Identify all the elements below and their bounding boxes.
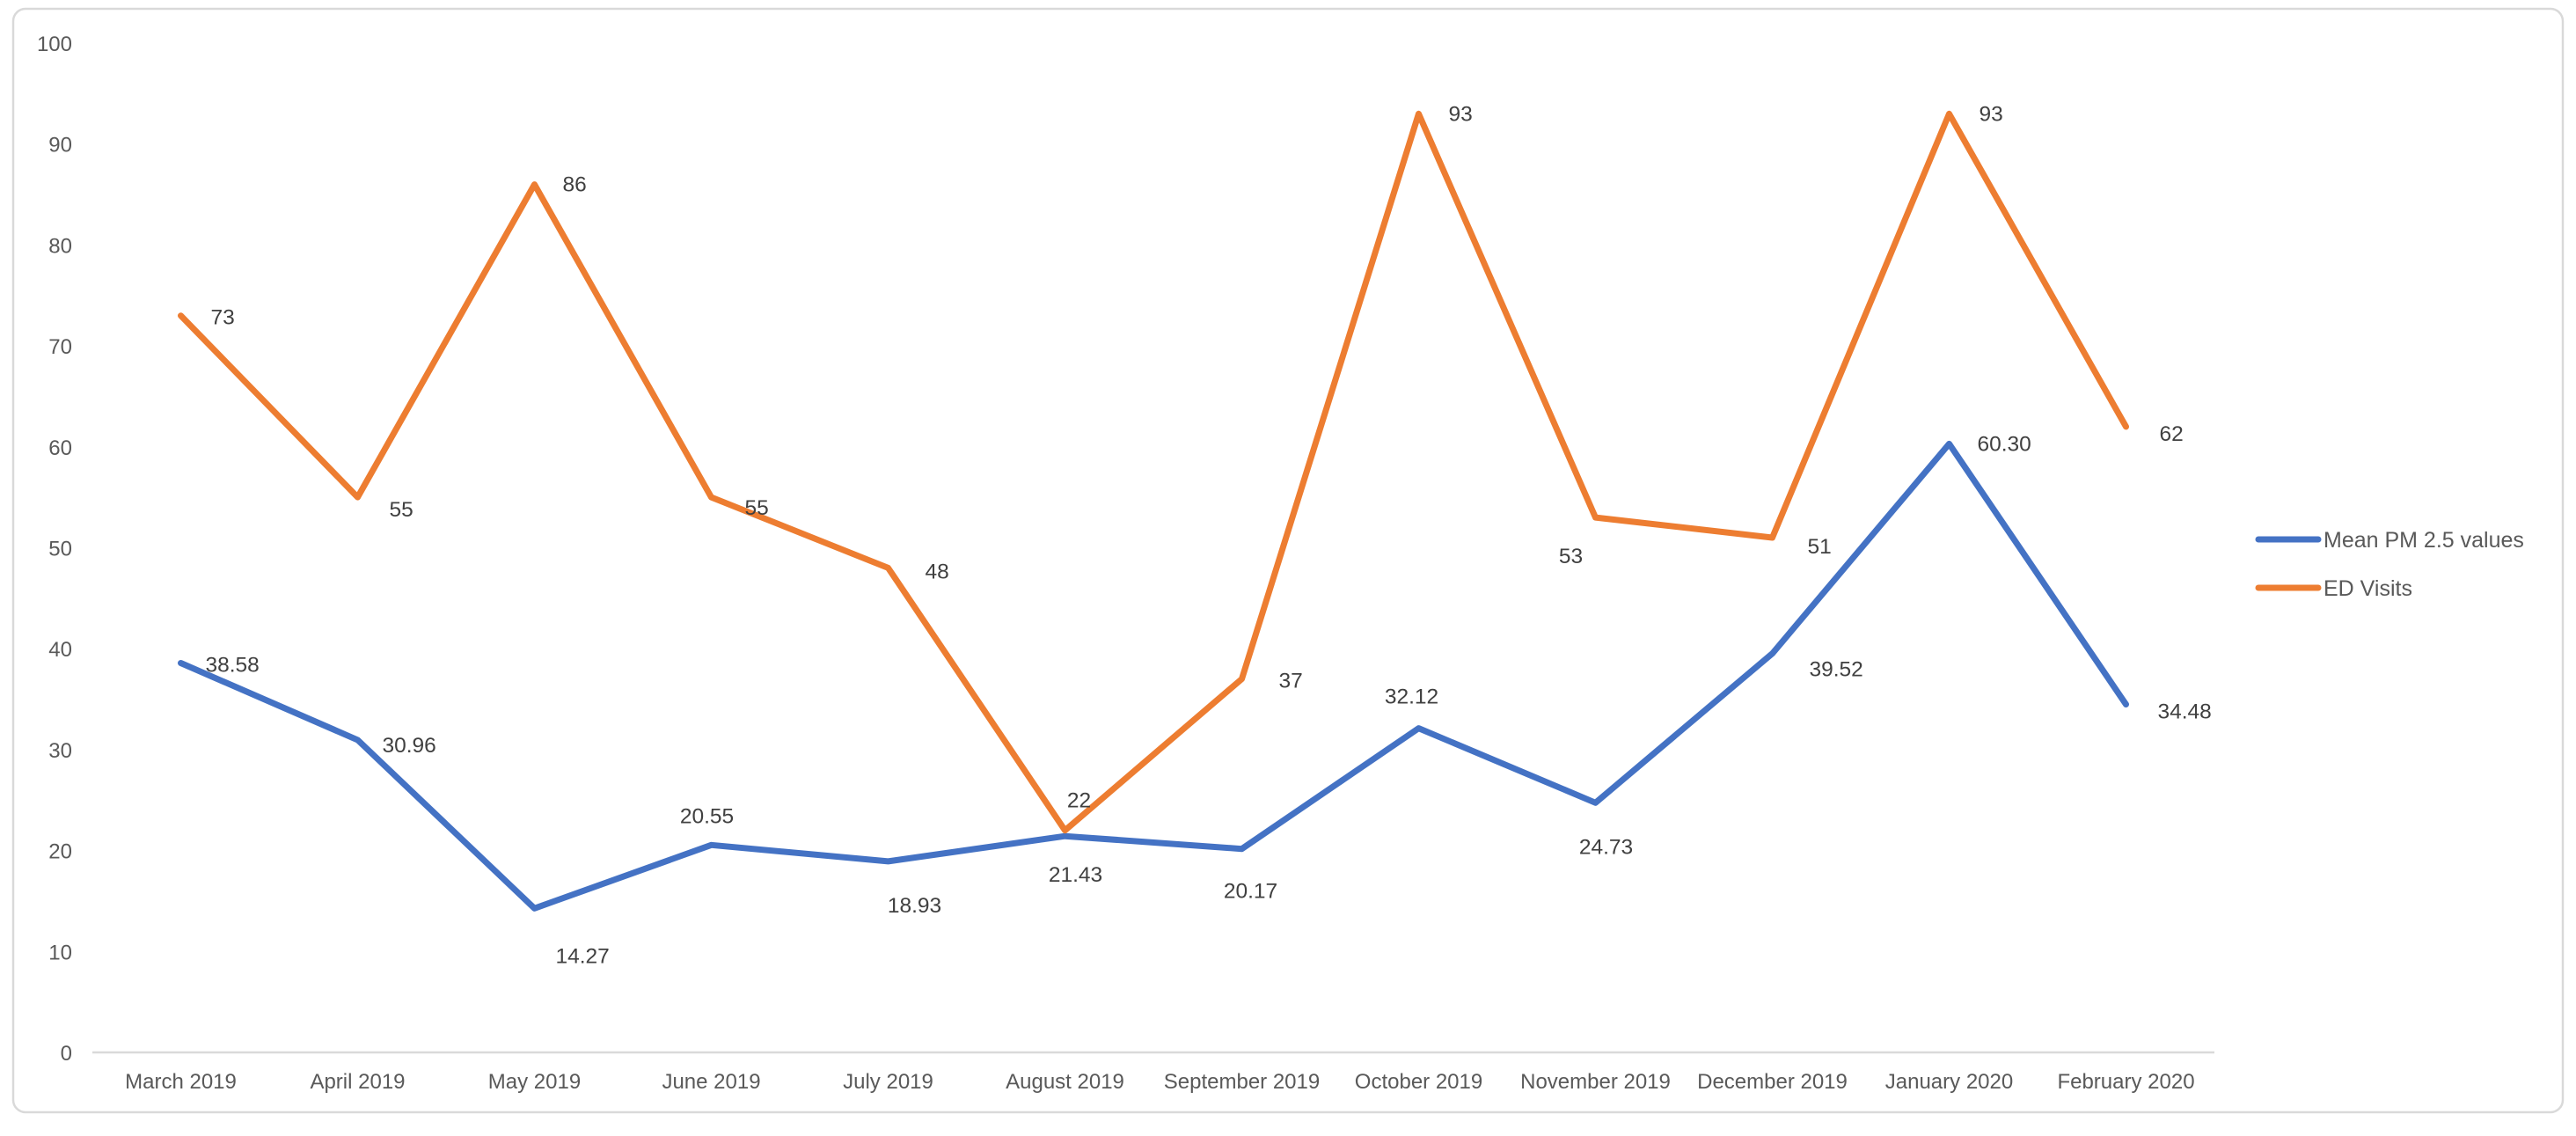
data-label: 22 — [1067, 789, 1091, 813]
y-axis-tick-label: 100 — [37, 33, 72, 56]
y-axis-tick-label: 70 — [48, 335, 72, 359]
x-axis-label: September 2019 — [1164, 1070, 1320, 1094]
x-axis-label: August 2019 — [1006, 1070, 1124, 1094]
y-axis-tick-label: 10 — [48, 941, 72, 964]
data-label: 30.96 — [383, 734, 436, 758]
y-axis-tick-label: 40 — [48, 638, 72, 662]
data-label: 21.43 — [1049, 863, 1102, 887]
x-axis-label: March 2019 — [125, 1070, 237, 1094]
data-label: 93 — [1449, 102, 1473, 126]
legend-item-label: Mean PM 2.5 values — [2324, 528, 2524, 553]
data-label: 93 — [1980, 102, 2003, 126]
data-label: 62 — [2160, 422, 2184, 446]
x-axis-label: January 2020 — [1885, 1070, 2013, 1094]
y-axis-tick-label: 90 — [48, 134, 72, 158]
data-label: 37 — [1279, 670, 1303, 693]
data-label: 51 — [1808, 535, 1832, 559]
data-label: 55 — [745, 496, 769, 520]
data-label: 18.93 — [888, 894, 941, 918]
y-axis-tick-label: 20 — [48, 840, 72, 864]
data-label: 32.12 — [1385, 685, 1438, 709]
data-label: 73 — [211, 306, 235, 330]
data-label: 39.52 — [1810, 658, 1863, 682]
x-axis-label: October 2019 — [1355, 1070, 1482, 1094]
x-axis-label: May 2019 — [488, 1070, 581, 1094]
y-axis-tick-label: 0 — [61, 1042, 72, 1066]
chart-frame-border — [11, 7, 2565, 1114]
y-axis-tick-label: 30 — [48, 739, 72, 763]
legend-item-label: ED Visits — [2324, 576, 2412, 601]
data-label: 53 — [1559, 545, 1583, 568]
y-axis-tick-label: 60 — [48, 436, 72, 460]
data-label: 20.17 — [1224, 880, 1277, 904]
x-axis-label: December 2019 — [1697, 1070, 1848, 1094]
x-axis-label: November 2019 — [1520, 1070, 1671, 1094]
data-label: 14.27 — [556, 944, 610, 968]
x-axis-label: April 2019 — [310, 1070, 405, 1094]
series-line-ed-visits — [178, 110, 2129, 834]
data-label: 24.73 — [1579, 835, 1633, 859]
data-label: 48 — [926, 560, 949, 583]
x-axis-label: July 2019 — [843, 1070, 933, 1094]
data-label: 60.30 — [1978, 432, 2031, 456]
data-label: 55 — [390, 498, 413, 522]
series-line-mean-pm25 — [178, 440, 2129, 912]
y-axis-tick-label: 50 — [48, 538, 72, 561]
data-label: 34.48 — [2158, 700, 2212, 724]
data-label: 38.58 — [206, 653, 260, 677]
data-label: 86 — [563, 173, 587, 197]
y-axis-tick-label: 80 — [48, 234, 72, 258]
x-axis-label: February 2020 — [2057, 1070, 2194, 1094]
data-label: 20.55 — [680, 804, 734, 828]
x-axis-label: June 2019 — [662, 1070, 760, 1094]
